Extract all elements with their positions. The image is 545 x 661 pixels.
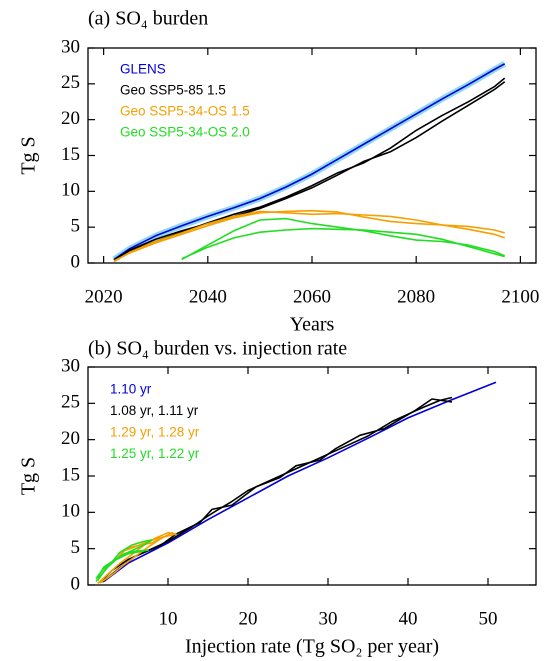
x-tick-label: 2060: [293, 286, 331, 307]
y-tick-label: 15: [61, 144, 80, 165]
panel-title: (a) SO₄ burden: [88, 8, 208, 30]
series-line: [113, 210, 505, 263]
y-tick-label: 10: [61, 501, 80, 522]
legend-label: Geo SSP5-34-OS 2.0: [120, 125, 250, 140]
panel-title: (b) SO₄ burden vs. injection rate: [88, 338, 347, 360]
y-tick-label: 0: [71, 251, 81, 272]
series-line: [181, 227, 505, 260]
plot-frame: [87, 366, 537, 586]
y-tick-label: 10: [61, 180, 80, 201]
y-tick-label: 5: [71, 216, 81, 237]
x-tick-label: 2020: [85, 286, 123, 307]
series-line: [113, 81, 506, 261]
y-tick-label: 25: [61, 392, 80, 413]
x-tick-label: 2040: [189, 286, 227, 307]
x-tick-label: 10: [159, 608, 178, 629]
legend-label: 1.08 yr, 1.11 yr: [110, 403, 199, 418]
series-line: [113, 209, 505, 262]
x-tick-label: 2100: [501, 286, 539, 307]
y-axis-label: Tg S: [18, 136, 40, 174]
plot-frame: [87, 47, 537, 264]
y-tick-label: 5: [71, 537, 81, 558]
legend-label: 1.25 yr, 1.22 yr: [110, 446, 200, 461]
y-tick-label: 0: [71, 573, 81, 594]
series-line: [99, 531, 173, 584]
series-line: [103, 381, 497, 583]
x-tick-label: 50: [479, 608, 498, 629]
series-line: [101, 398, 453, 583]
legend-label: Geo SSP5-85 1.5: [120, 83, 226, 98]
y-tick-label: 20: [61, 428, 80, 449]
legend-label: GLENS: [120, 62, 166, 77]
x-axis-label: Years: [290, 314, 335, 336]
series-line: [95, 549, 149, 582]
legend-label: 1.10 yr: [110, 382, 152, 397]
legend-label: Geo SSP5-34-OS 1.5: [120, 104, 250, 119]
y-tick-label: 30: [61, 355, 80, 376]
x-tick-label: 30: [319, 608, 338, 629]
y-tick-label: 15: [61, 464, 80, 485]
y-tick-label: 25: [61, 72, 80, 93]
legend-label: 1.29 yr, 1.28 yr: [110, 425, 200, 440]
x-axis-label: Injection rate (Tg SO₂ per year): [185, 636, 439, 658]
x-tick-label: 2080: [397, 286, 435, 307]
x-tick-label: 40: [399, 608, 418, 629]
y-tick-label: 20: [61, 108, 80, 129]
y-axis-label: Tg S: [18, 457, 40, 495]
y-tick-label: 30: [61, 36, 80, 57]
x-tick-label: 20: [239, 608, 258, 629]
series-line: [113, 63, 506, 261]
